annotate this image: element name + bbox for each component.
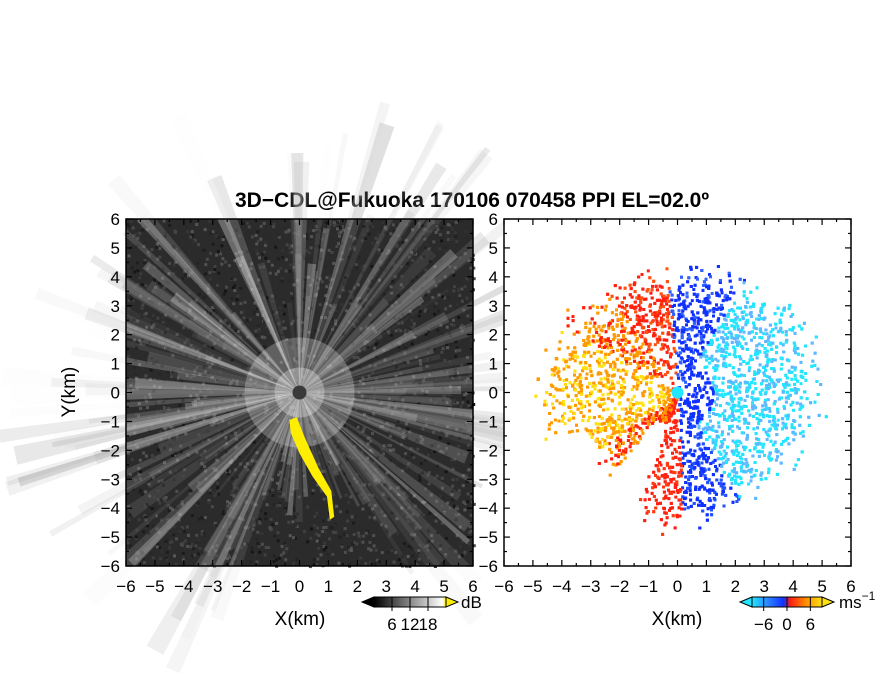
left-plot-area xyxy=(0,101,608,674)
left-y-tick-label: 1 xyxy=(111,355,120,374)
right-x-axis-title: X(km) xyxy=(652,609,703,630)
left-x-tick-label: −2 xyxy=(232,577,251,596)
right-colorbar: −6 0 6 xyxy=(738,596,836,634)
left-rays xyxy=(0,101,608,674)
right-y-tick-label: 3 xyxy=(489,297,498,316)
left-colorbar-tick-label: 12 xyxy=(401,615,420,634)
left-colorbar: 6 12 18 xyxy=(360,596,460,634)
right-x-tick-label: 4 xyxy=(788,577,797,596)
right-x-tick-label: −4 xyxy=(552,577,571,596)
left-colorbar-min-arrow xyxy=(360,596,375,608)
right-y-tick-label: −6 xyxy=(479,557,498,576)
left-y-tick-label: 6 xyxy=(111,210,120,229)
right-colorbar-max-arrow xyxy=(821,596,836,608)
right-x-tick-label: 5 xyxy=(817,577,826,596)
right-y-tick-label: −3 xyxy=(479,470,498,489)
figure-title: 3D−CDL@Fukuoka 170106 070458 PPI EL=02.0… xyxy=(235,189,709,212)
left-radar-site xyxy=(292,385,307,400)
right-y-tick-label: −4 xyxy=(479,499,498,518)
left-x-tick-label: −6 xyxy=(116,577,135,596)
left-x-tick-label: 6 xyxy=(468,577,477,596)
right-y-tick-label: −5 xyxy=(479,528,498,547)
left-x-tick-label: −4 xyxy=(174,577,193,596)
right-colorbar-tick-label: 6 xyxy=(806,615,815,634)
right-x-tick-label: 2 xyxy=(731,577,740,596)
right-y-tick-label: 0 xyxy=(489,384,498,403)
left-y-axis-title: Y(km) xyxy=(59,367,80,418)
left-noise xyxy=(126,219,476,569)
right-x-tick-label: −3 xyxy=(581,577,600,596)
left-y-tick-label: −5 xyxy=(101,528,120,547)
left-y-tick-label: −2 xyxy=(101,441,120,460)
left-x-tick-label: −1 xyxy=(261,577,280,596)
left-y-tick-label: −1 xyxy=(101,412,120,431)
right-colorbar-min-arrow xyxy=(738,596,753,608)
left-colorbar-unit: dB xyxy=(461,593,482,612)
left-y-tick-label: 0 xyxy=(111,384,120,403)
left-x-tick-label: −3 xyxy=(203,577,222,596)
right-x-tick-label: −2 xyxy=(610,577,629,596)
right-y-tick-label: −2 xyxy=(479,441,498,460)
right-colorbar-unit-base: ms xyxy=(839,593,862,612)
left-saturated-echo xyxy=(289,417,335,520)
right-velocity-pixels xyxy=(534,265,828,536)
right-colorbar-tick-label: −6 xyxy=(754,615,773,634)
left-x-tick-label: −5 xyxy=(145,577,164,596)
right-x-tick-label: 0 xyxy=(673,577,682,596)
left-x-tick-label: 4 xyxy=(410,577,419,596)
left-y-tick-label: −4 xyxy=(101,499,120,518)
right-y-tick-label: 6 xyxy=(489,210,498,229)
right-colorbar-tick-label: 0 xyxy=(782,615,791,634)
left-x-tick-label: 0 xyxy=(295,577,304,596)
left-y-tick-label: 5 xyxy=(111,239,120,258)
right-x-tick-label: −6 xyxy=(494,577,513,596)
right-colorbar-unit: ms−1 xyxy=(839,589,876,612)
right-x-tick-label: 3 xyxy=(760,577,769,596)
right-x-tick-label: −5 xyxy=(523,577,542,596)
left-y-tick-label: 2 xyxy=(111,326,120,345)
right-y-tick-label: 4 xyxy=(489,268,498,287)
left-x-axis-title: X(km) xyxy=(275,609,326,630)
right-y-tick-label: 2 xyxy=(489,326,498,345)
right-radar-site xyxy=(671,386,684,399)
left-y-tick-label: 3 xyxy=(111,297,120,316)
left-y-tick-label: 4 xyxy=(111,268,120,287)
left-colorbar-tick-label: 18 xyxy=(419,615,438,634)
right-y-tick-label: 5 xyxy=(489,239,498,258)
right-colorbar-unit-exponent: −1 xyxy=(862,589,876,603)
left-x-tick-label: 1 xyxy=(324,577,333,596)
left-y-tick-label: −6 xyxy=(101,557,120,576)
left-x-tick-label: 5 xyxy=(439,577,448,596)
right-x-tick-label: 6 xyxy=(846,577,855,596)
left-y-tick-label: −3 xyxy=(101,470,120,489)
left-x-tick-label: 3 xyxy=(382,577,391,596)
right-x-tick-label: −1 xyxy=(639,577,658,596)
right-y-tick-label: 1 xyxy=(489,355,498,374)
left-x-tick-label: 2 xyxy=(353,577,362,596)
right-y-tick-label: −1 xyxy=(479,412,498,431)
left-colorbar-tick-label: 6 xyxy=(387,615,396,634)
right-x-tick-label: 1 xyxy=(702,577,711,596)
right-plot-area xyxy=(504,219,851,566)
